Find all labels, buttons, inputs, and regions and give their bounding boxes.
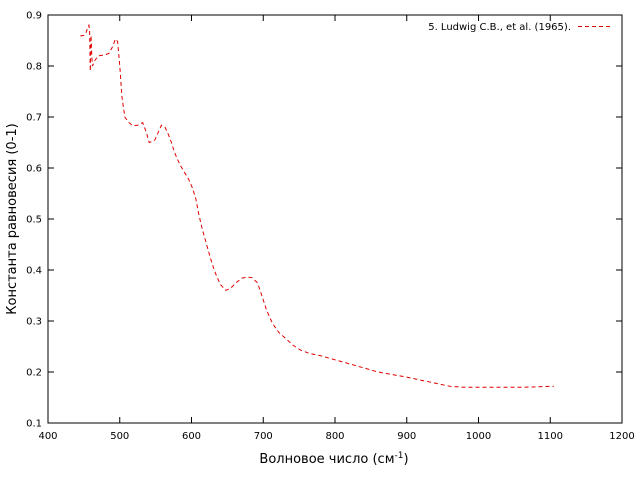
legend: 5. Ludwig C.B., et al. (1965). xyxy=(428,22,610,33)
y-tick-label: 0.4 xyxy=(26,266,42,277)
x-tick-label: 500 xyxy=(110,431,129,442)
x-tick-label: 600 xyxy=(182,431,201,442)
x-tick-label: 900 xyxy=(397,431,416,442)
x-tick-label: 700 xyxy=(254,431,273,442)
axis-ticks: 400 500 600 700 800 900 1000 1100 1200 0.1 0.2 0.3 0… xyxy=(26,11,635,443)
y-tick-label: 0.7 xyxy=(26,113,42,124)
x-axis-label: Волновое число (см-1) xyxy=(259,451,408,467)
y-tick-label: 0.5 xyxy=(26,215,42,226)
plot-frame xyxy=(47,14,623,424)
series-group xyxy=(80,23,554,388)
legend-label: 5. Ludwig C.B., et al. (1965). xyxy=(428,22,571,33)
series-line xyxy=(80,23,554,388)
x-axis-label-tail: ) xyxy=(403,452,408,467)
x-tick-label: 800 xyxy=(325,431,344,442)
x-axis-label-superscript: -1 xyxy=(395,451,404,461)
y-tick-label: 0.3 xyxy=(26,317,42,328)
y-tick-label: 0.1 xyxy=(26,419,42,430)
x-tick-label: 400 xyxy=(38,431,57,442)
y-axis-label: Константа равновесия (0-1) xyxy=(5,123,20,314)
y-tick-label: 0.2 xyxy=(26,368,42,379)
x-tick-label: 1000 xyxy=(466,431,491,442)
y-tick-label: 0.9 xyxy=(26,11,42,22)
x-tick-label: 1100 xyxy=(538,431,563,442)
y-tick-label: 0.8 xyxy=(26,62,42,73)
y-tick-label: 0.6 xyxy=(26,164,42,175)
x-axis-label-main: Волновое число (см xyxy=(259,452,394,467)
x-tick-label: 1200 xyxy=(609,431,634,442)
